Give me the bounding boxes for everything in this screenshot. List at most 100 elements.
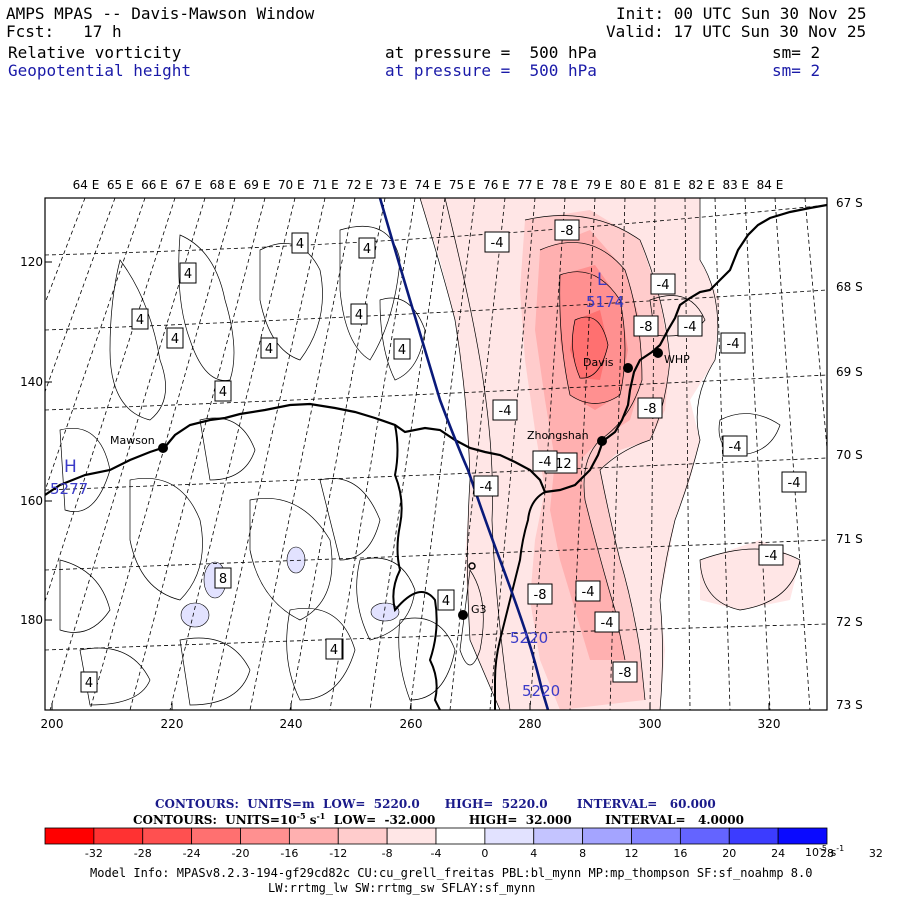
longitude-labels: 64 E 65 E 66 E 67 E 68 E 69 E 70 E 71 E 72 E 73 E… [73,178,784,192]
y-tick-180: 180 [20,613,43,627]
x-tick-260: 260 [400,717,423,731]
lat-label: 67 S [836,196,863,210]
colorbar-swatch [191,827,241,845]
vorticity-label: 4 [179,262,197,284]
colorbar-tick: 24 [771,847,785,860]
vorticity-label: 4 [80,671,98,693]
svg-text:-4: -4 [499,404,512,419]
vorticity-label: -4 [722,435,748,457]
colorbar-swatch [337,827,388,845]
svg-text:-4: -4 [582,585,595,600]
colorbar-swatch [435,827,486,845]
svg-text:4: 4 [184,267,192,282]
svg-text:4: 4 [398,343,406,358]
low-symbol: L [597,270,607,290]
lon-label: 64 E [73,178,100,192]
svg-text:-4: -4 [765,549,778,564]
field1-level: at pressure = 500 hPa [385,43,597,62]
colorbar [44,827,828,845]
vorticity-shade-neg20 [570,310,608,380]
lon-label: 78 E [551,178,578,192]
colorbar-swatch [484,827,535,845]
svg-text:-8: -8 [534,588,547,603]
height-contour-label-2: 5220 [522,682,560,700]
colorbar-tick: 12 [625,847,639,860]
colorbar-units: 10-5 s-1 [805,844,844,859]
high-symbol: H [64,457,77,477]
svg-text:8: 8 [219,572,227,587]
low-value: 5174 [586,293,624,311]
vorticity-shade-pos3 [286,546,306,574]
vorticity-shade-neg4b [700,540,800,610]
svg-text:-4: -4 [788,476,801,491]
lon-label: 80 E [620,178,647,192]
station-label-g3: G3 [471,603,487,616]
colorbar-swatch [93,827,144,845]
colorbar-tick: 20 [722,847,736,860]
svg-text:4: 4 [363,242,371,257]
x-tick-280: 280 [519,717,542,731]
lon-label: 72 E [346,178,373,192]
colorbar-swatch [728,827,779,845]
svg-text:4: 4 [355,308,363,323]
vorticity-label: 4 [437,589,455,611]
island [468,562,476,570]
model-info-line2: LW:rrtmg_lw SW:rrtmg_sw SFLAY:sf_mynn [268,881,536,895]
colorbar-swatch [679,827,730,845]
svg-text:4: 4 [85,676,93,691]
svg-text:4: 4 [136,313,144,328]
lon-label: 67 E [175,178,202,192]
lat-label: 70 S [836,448,863,462]
vorticity-label: 4 [358,237,376,259]
colorbar-swatch [533,827,584,845]
vorticity-label: 4 [131,308,149,330]
vorticity-label: -8 [612,661,638,683]
vorticity-label: -4 [575,580,601,602]
field2-level: at pressure = 500 hPa [385,61,597,80]
lon-label: 77 E [517,178,544,192]
vorticity-label: -8 [527,583,553,605]
map-frame [44,197,828,711]
station-label-mawson: Mawson [110,434,155,447]
colorbar-tick: -20 [232,847,250,860]
vorticity-label: -4 [677,315,703,337]
x-tick-220: 220 [161,717,184,731]
svg-text:4: 4 [265,342,273,357]
init-time: Init: 00 UTC Sun 30 Nov 25 [616,4,867,23]
lon-label: 81 E [654,178,681,192]
field2-smoothing: sm= 2 [772,61,821,80]
colorbar-swatch [386,827,437,845]
svg-text:-4: -4 [539,455,552,470]
station-zhongshan-marker [597,436,607,446]
svg-text:4: 4 [330,643,338,658]
colorbar-tick: 4 [530,847,537,860]
colorbar-tick: 16 [673,847,687,860]
vorticity-contour-labels: 44444444444448-4-8-4-8-4-4-4-4-8-4-4-12-… [80,219,807,693]
height-contour-label-1: 5220 [510,629,548,647]
svg-text:-4: -4 [601,616,614,631]
colorbar-tick: -28 [134,847,152,860]
coastline-inlet [392,424,441,710]
colorbar-tick: -16 [280,847,298,860]
vorticity-label: -4 [473,475,499,497]
colorbar-swatch [288,827,339,845]
colorbar-tick-labels: -32 -28 -24 -20 -16 -12 -8 -4 0 4 8 12 16 20 24 28 32 [85,847,883,860]
lat-label: 68 S [836,280,863,294]
vorticity-label: 4 [214,380,232,402]
lon-label: 84 E [757,178,784,192]
lon-label: 66 E [141,178,168,192]
colorbar-tick: -4 [431,847,442,860]
svg-text:4: 4 [171,332,179,347]
lon-label: 73 E [380,178,407,192]
station-mawson-marker [158,443,168,453]
vorticity-label: -8 [637,397,663,419]
vorticity-label: -4 [650,273,676,295]
axis-ticks [45,261,770,710]
vorticity-label: 4 [393,338,411,360]
svg-text:-4: -4 [684,320,697,335]
lon-label: 82 E [688,178,715,192]
vorticity-label: -4 [720,332,746,354]
vorticity-label: 4 [166,327,184,349]
colorbar-swatch [142,827,193,845]
svg-text:-8: -8 [619,666,632,681]
